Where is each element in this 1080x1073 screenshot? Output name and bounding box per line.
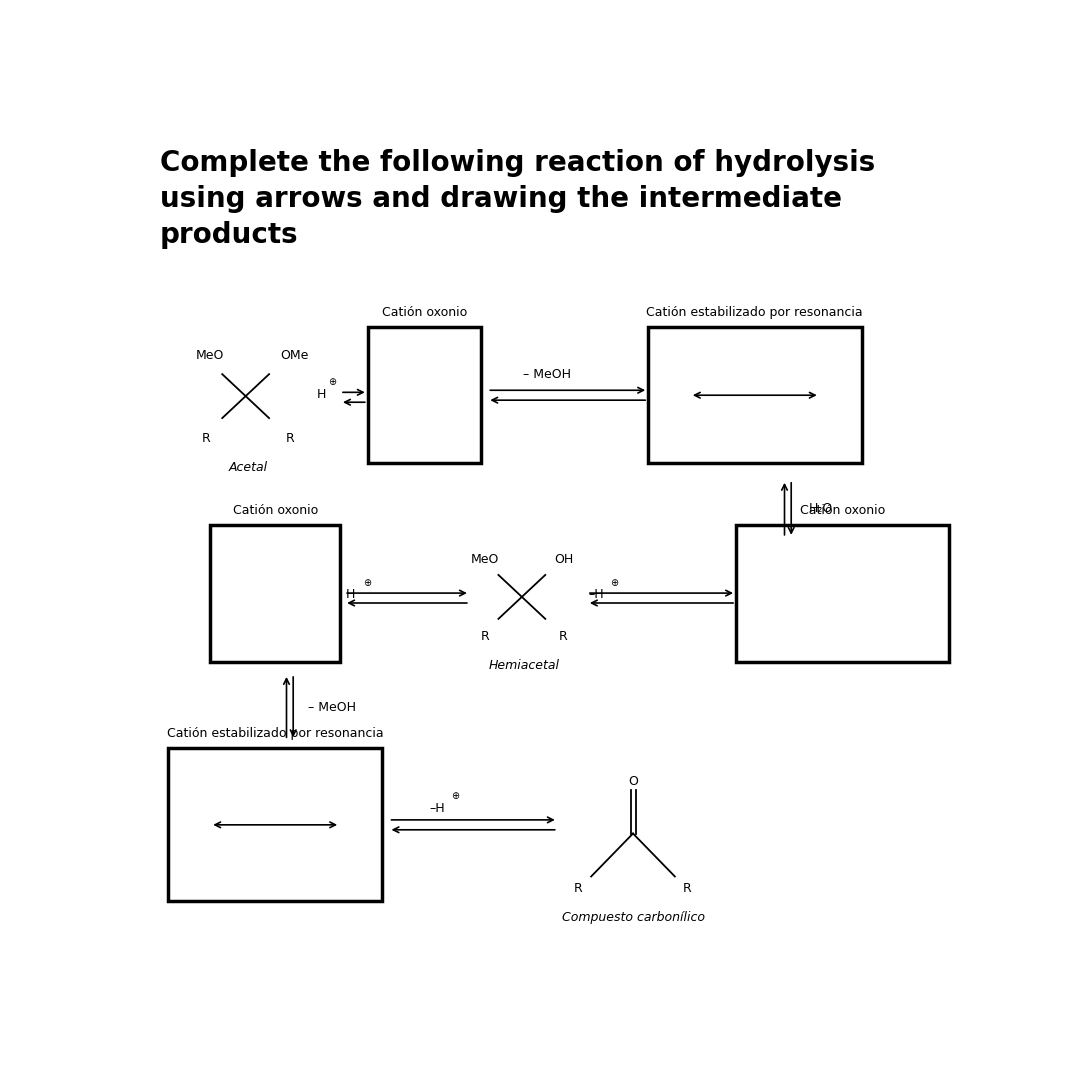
Text: O: O <box>629 775 638 788</box>
Text: R: R <box>481 630 489 644</box>
Text: OMe: OMe <box>280 350 308 363</box>
Text: Catión oxonio: Catión oxonio <box>232 504 318 517</box>
Text: OH: OH <box>554 553 573 565</box>
Text: H₂O: H₂O <box>809 502 833 515</box>
Text: Catión estabilizado por resonancia: Catión estabilizado por resonancia <box>647 306 863 319</box>
Text: R: R <box>285 432 294 445</box>
Text: Complete the following reaction of hydrolysis
using arrows and drawing the inter: Complete the following reaction of hydro… <box>160 149 876 249</box>
Text: ⊕: ⊕ <box>363 578 370 588</box>
Text: Hemiacetal: Hemiacetal <box>489 659 559 673</box>
Text: – MeOH: – MeOH <box>308 701 356 714</box>
Text: H: H <box>346 588 355 601</box>
Bar <box>367 327 481 464</box>
Text: R: R <box>559 630 568 644</box>
Text: –H: –H <box>429 802 445 814</box>
Text: ⊕: ⊕ <box>610 578 619 588</box>
Text: Catión oxonio: Catión oxonio <box>800 504 886 517</box>
Text: MeO: MeO <box>471 553 499 565</box>
Text: – MeOH: – MeOH <box>523 368 571 381</box>
Bar <box>211 526 340 662</box>
Text: MeO: MeO <box>197 350 225 363</box>
Bar <box>168 749 382 901</box>
Text: R: R <box>575 882 583 895</box>
Text: Acetal: Acetal <box>229 461 268 474</box>
Text: Catión oxonio: Catión oxonio <box>381 306 467 319</box>
Bar <box>648 327 862 464</box>
Text: –H: –H <box>589 588 604 601</box>
Text: ⊕: ⊕ <box>451 791 460 800</box>
Text: Catión estabilizado por resonancia: Catión estabilizado por resonancia <box>167 727 383 740</box>
Text: H: H <box>316 388 326 401</box>
Text: ⊕: ⊕ <box>327 378 336 387</box>
Text: Compuesto carbonílico: Compuesto carbonílico <box>562 911 704 924</box>
Text: R: R <box>202 432 211 445</box>
Text: R: R <box>683 882 692 895</box>
Bar <box>735 526 949 662</box>
